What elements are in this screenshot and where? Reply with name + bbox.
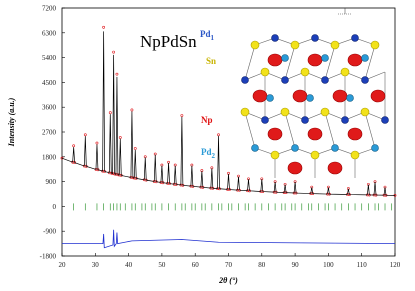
observed-point (217, 133, 220, 137)
difference-line (62, 229, 396, 249)
y-tick-label: -900 (43, 228, 56, 236)
atom-subscript: 2 (212, 152, 216, 160)
observed-point (60, 156, 64, 160)
y-tick-label: 900 (46, 178, 57, 186)
observed-point (102, 25, 106, 29)
atom-name: Np (201, 115, 213, 125)
crystal-structure (240, 8, 389, 178)
chart-title: NpPdSn (140, 32, 197, 51)
observed-point (95, 141, 99, 145)
observed-point (133, 147, 137, 150)
x-axis-label: 2θ (°) (218, 276, 238, 285)
x-tick-label: 120 (390, 261, 401, 269)
observed-point (112, 50, 116, 54)
y-axis-label: Intensity (a.u.) (7, 97, 16, 147)
y-tick-label: 3600 (42, 104, 57, 112)
plot-frame (61, 7, 396, 257)
y-tick-label: -1800 (40, 253, 57, 261)
x-tick-label: 50 (158, 261, 166, 269)
calculated-line (61, 31, 396, 196)
x-tick-label: 70 (225, 261, 233, 269)
atom-label: Sn (206, 56, 216, 66)
observed-point (130, 108, 134, 112)
y-tick-label: 6300 (42, 29, 57, 37)
observed-point (118, 136, 122, 139)
atom-name: Pd (200, 29, 211, 39)
observed-point (115, 72, 119, 76)
x-tick-label: 20 (59, 261, 67, 269)
y-tick-label: 5400 (42, 54, 57, 62)
atom-label: Pd2 (201, 147, 216, 160)
atom-name: Sn (206, 56, 216, 66)
x-tick-label: 90 (292, 261, 300, 269)
x-tick-label: 80 (258, 261, 266, 269)
observed-point (180, 114, 184, 117)
observed-point (108, 111, 112, 115)
atom-subscript: 1 (211, 34, 215, 42)
atom-label: Pd1 (200, 29, 215, 42)
observed-point (72, 144, 76, 148)
y-tick-label: 2700 (42, 129, 57, 137)
observed-point (83, 133, 87, 137)
x-tick-label: 110 (357, 261, 368, 269)
y-tick-label: 0 (53, 203, 57, 211)
atom-label: Np (201, 115, 213, 125)
x-tick-label: 100 (323, 261, 334, 269)
y-tick-label: 7200 (42, 5, 57, 13)
y-tick-label: 4500 (42, 79, 57, 87)
x-tick-label: 60 (192, 261, 200, 269)
y-tick-label: 1800 (42, 153, 57, 161)
x-tick-label: 30 (92, 261, 100, 269)
atom-name: Pd (201, 147, 212, 157)
x-tick-label: 40 (125, 261, 133, 269)
